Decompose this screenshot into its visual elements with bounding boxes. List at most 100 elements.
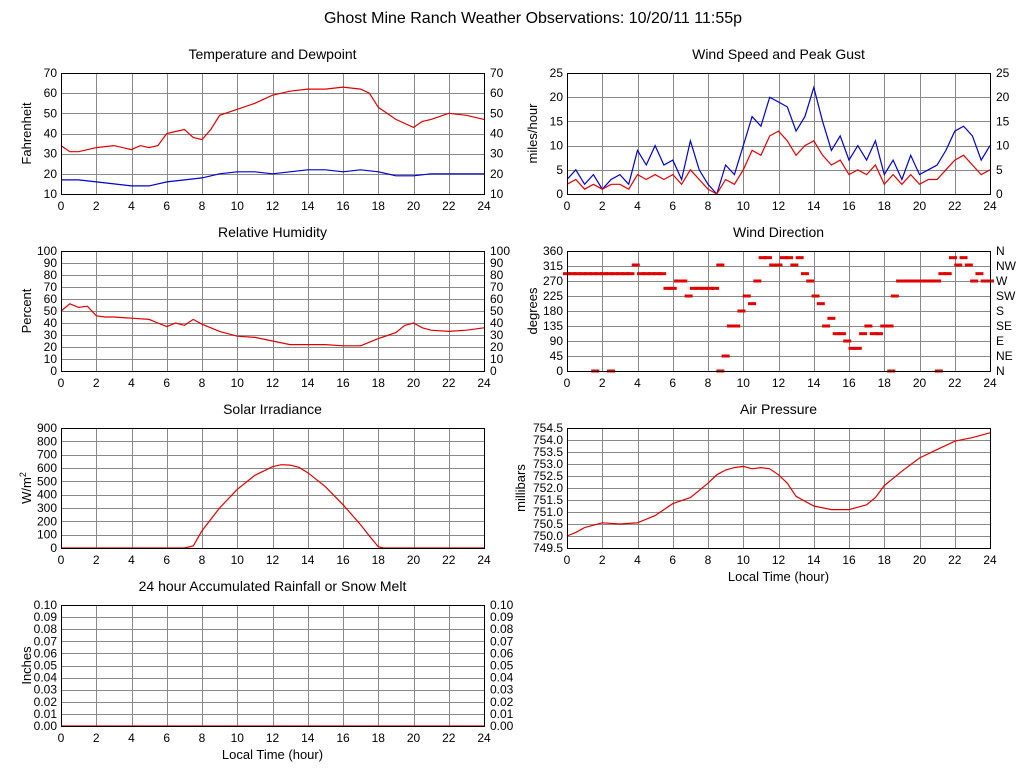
wind-direction-point — [790, 263, 799, 267]
x-tick-label: 24 — [477, 553, 491, 567]
right-tick-label: 0 — [996, 187, 1003, 201]
wind-direction-point — [816, 302, 825, 306]
x-tick-label: 2 — [93, 376, 100, 390]
x-tick-label: 12 — [266, 731, 280, 745]
wind-direction-point — [753, 279, 762, 283]
x-tick-label: 2 — [93, 553, 100, 567]
series-line-0 — [61, 464, 484, 549]
y-tick-label: 30 — [44, 147, 58, 161]
x-tick-label: 20 — [407, 376, 421, 390]
right-tick-label: 50 — [490, 304, 504, 318]
wind-direction-point — [748, 302, 757, 306]
wind-direction-point — [806, 279, 815, 283]
wind-direction-point — [927, 279, 936, 283]
y-tick-label: 40 — [44, 127, 58, 141]
wind-direction-point — [880, 324, 889, 328]
wind-direction-point — [853, 346, 862, 350]
y-tick-label: 300 — [37, 501, 57, 515]
wind-direction-point — [779, 256, 788, 260]
y-tick-label: 135 — [543, 319, 563, 333]
wind-direction-point — [642, 272, 651, 276]
wind-direction-point — [758, 256, 767, 260]
right-tick-label: 0.04 — [490, 671, 514, 685]
x-tick-label: 4 — [634, 376, 641, 390]
right-tick-label: 0.01 — [490, 707, 514, 721]
x-tick-label: 8 — [705, 199, 712, 213]
y-tick-label: 0 — [556, 187, 563, 201]
x-tick-label: 20 — [913, 376, 927, 390]
right-tick-label: 10 — [490, 352, 504, 366]
right-tick-label: 50 — [490, 106, 504, 120]
wind-direction-point — [959, 256, 968, 260]
x-tick-label: 12 — [772, 553, 786, 567]
wind-direction-point — [769, 263, 778, 267]
wind-direction-point — [647, 272, 656, 276]
y-tick-label: 700 — [37, 448, 57, 462]
x-tick-label: 0 — [564, 199, 571, 213]
right-tick-label: 70 — [490, 66, 504, 80]
y-axis-label: W/m2 — [18, 472, 34, 504]
wind-direction-point — [970, 279, 979, 283]
x-tick-label: 18 — [878, 199, 892, 213]
right-tick-label: 0 — [490, 364, 497, 378]
x-tick-label: 0 — [58, 553, 65, 567]
wind-direction-point — [711, 286, 720, 290]
right-tick-label: N — [996, 244, 1005, 258]
chart-title: Temperature and Dewpoint — [188, 46, 356, 62]
x-tick-label: 8 — [705, 553, 712, 567]
wind-direction-point — [911, 279, 920, 283]
y-axis-label: millibars — [513, 464, 528, 512]
y-tick-label: 753.5 — [533, 445, 563, 459]
y-tick-label: 90 — [550, 334, 564, 348]
x-tick-label: 8 — [199, 553, 206, 567]
wind-direction-point — [864, 324, 873, 328]
wind-direction-point — [975, 272, 984, 276]
x-tick-label: 22 — [442, 731, 456, 745]
y-tick-label: 0 — [50, 541, 57, 555]
right-tick-label: 20 — [996, 90, 1010, 104]
x-tick-label: 14 — [807, 199, 821, 213]
y-axis-label: Fahrenheit — [19, 102, 34, 165]
y-tick-label: 5 — [556, 163, 563, 177]
x-tick-label: 22 — [442, 553, 456, 567]
plot-frame — [61, 73, 485, 195]
y-tick-label: 754.0 — [533, 433, 563, 447]
y-tick-label: 30 — [44, 328, 58, 342]
x-tick-label: 2 — [599, 376, 606, 390]
y-tick-label: 80 — [44, 268, 58, 282]
x-tick-label: 18 — [878, 376, 892, 390]
series-line-0 — [566, 85, 991, 196]
right-tick-label: 30 — [490, 328, 504, 342]
x-tick-label: 10 — [231, 199, 245, 213]
y-tick-label: 50 — [44, 106, 58, 120]
plot-frame — [61, 251, 485, 372]
plot-frame — [61, 605, 485, 727]
x-tick-label: 16 — [336, 376, 350, 390]
x-tick-label: 10 — [231, 553, 245, 567]
x-tick-label: 18 — [372, 376, 386, 390]
x-tick-label: 6 — [163, 553, 170, 567]
x-tick-label: 0 — [58, 376, 65, 390]
x-tick-label: 2 — [93, 199, 100, 213]
wind-direction-point — [795, 256, 804, 260]
wind-direction-point — [631, 263, 640, 267]
y-tick-label: 752.0 — [533, 481, 563, 495]
series-line-0 — [566, 432, 991, 537]
right-tick-label: E — [996, 334, 1004, 348]
x-tick-label: 0 — [564, 553, 571, 567]
wind-direction-point — [689, 286, 698, 290]
x-tick-label: 12 — [266, 376, 280, 390]
y-tick-label: 315 — [543, 259, 563, 273]
plot-frame — [567, 428, 991, 549]
right-tick-label: 20 — [490, 340, 504, 354]
wind-direction-point — [763, 256, 772, 260]
x-tick-label: 6 — [669, 376, 676, 390]
right-tick-label: 10 — [490, 187, 504, 201]
x-tick-label: 18 — [878, 553, 892, 567]
